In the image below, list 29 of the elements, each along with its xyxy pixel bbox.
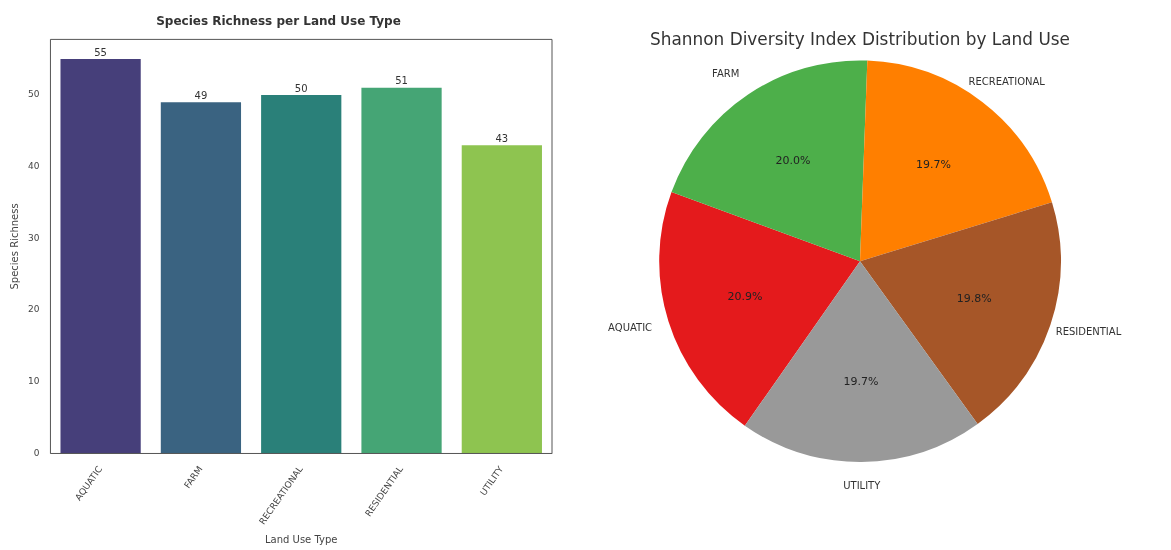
x-axis-title: Land Use Type xyxy=(265,533,338,545)
data-label: 49 xyxy=(194,89,208,101)
chart-title: Species Richness per Land Use Type xyxy=(156,14,401,29)
slice-label: RESIDENTIAL xyxy=(1055,326,1122,338)
data-label: 50 xyxy=(294,82,308,94)
slice-label: AQUATIC xyxy=(608,322,653,334)
bar xyxy=(261,94,342,454)
y-tick-label: 10 xyxy=(28,376,40,387)
bar xyxy=(60,59,141,454)
data-label: 51 xyxy=(395,75,408,87)
chart-title: Shannon Diversity Index Distribution by Land Use xyxy=(650,28,1070,49)
data-label: 55 xyxy=(94,46,107,58)
slice-label: RECREATIONAL xyxy=(968,76,1046,88)
y-tick-label: 40 xyxy=(28,161,40,172)
bar xyxy=(461,145,542,454)
slice-label: FARM xyxy=(712,68,740,80)
data-label: 19.8% xyxy=(956,292,992,306)
data-label: 19.7% xyxy=(915,158,951,172)
data-label: 20.9% xyxy=(727,290,763,304)
bar xyxy=(361,87,442,454)
y-tick-label: 20 xyxy=(28,304,40,315)
y-tick-label: 0 xyxy=(33,447,40,458)
data-label: 19.7% xyxy=(843,374,879,388)
y-tick-label: 30 xyxy=(28,232,40,243)
data-label: 20.0% xyxy=(775,154,811,168)
bar xyxy=(160,102,242,454)
y-axis-title: Species Richness xyxy=(8,203,20,290)
y-tick-label: 50 xyxy=(28,89,40,100)
data-label: 43 xyxy=(495,132,509,144)
